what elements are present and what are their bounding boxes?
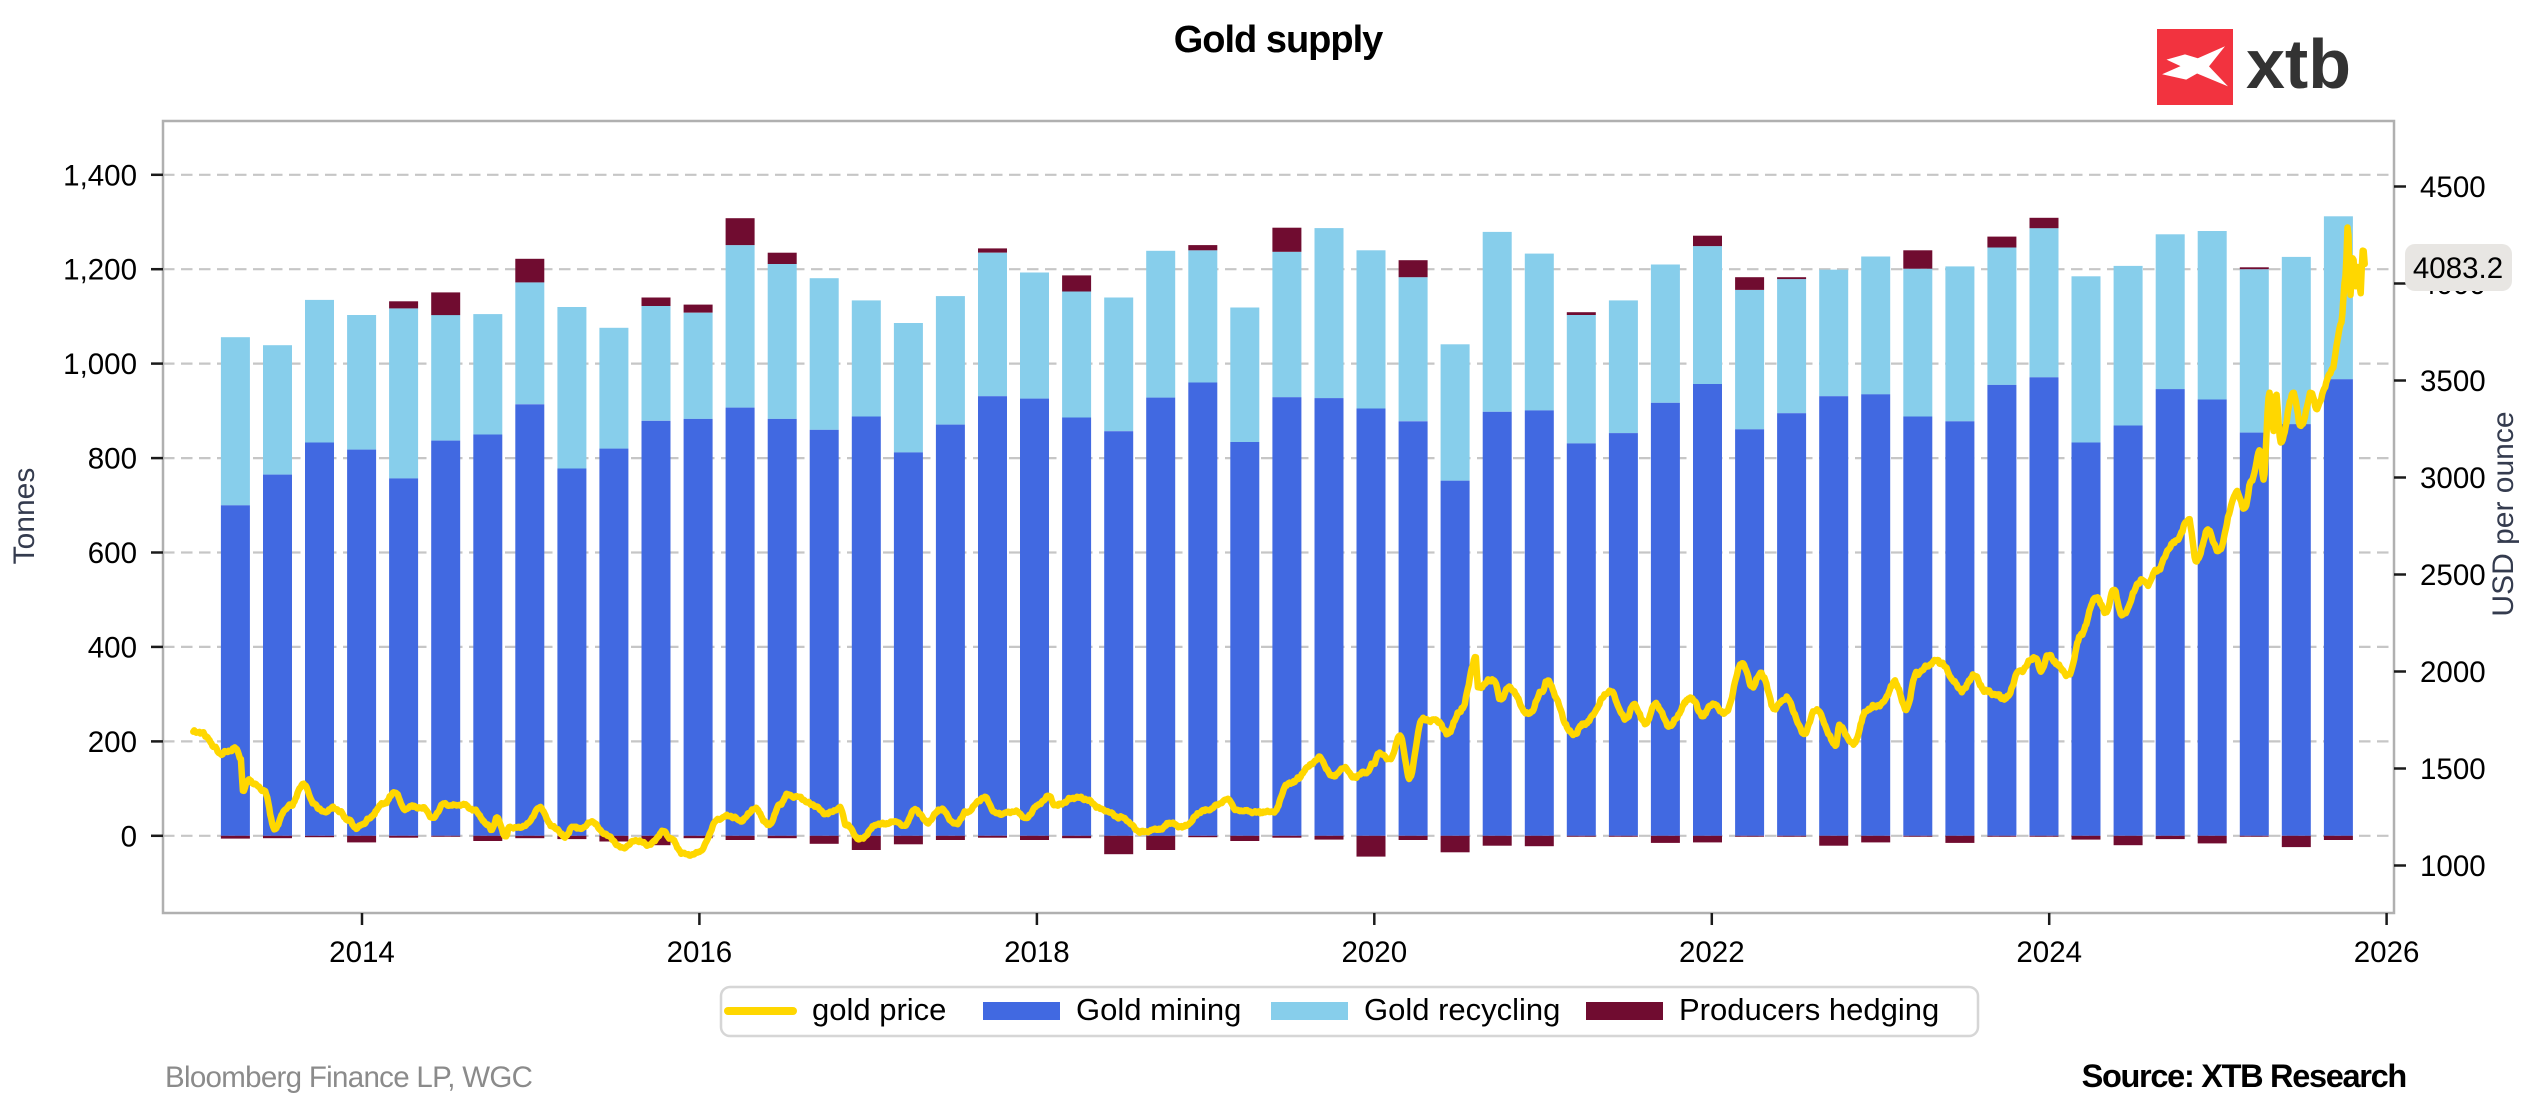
svg-text:Gold recycling: Gold recycling — [1364, 992, 1560, 1027]
svg-text:1500: 1500 — [2420, 753, 2486, 786]
svg-text:2016: 2016 — [667, 936, 733, 969]
svg-text:1000: 1000 — [2420, 850, 2486, 883]
svg-text:1,400: 1,400 — [63, 159, 137, 192]
svg-text:200: 200 — [88, 726, 137, 759]
svg-text:1,000: 1,000 — [63, 348, 137, 381]
svg-text:2020: 2020 — [1341, 936, 1407, 969]
svg-text:Bloomberg Finance LP, WGC: Bloomberg Finance LP, WGC — [165, 1061, 533, 1094]
svg-text:2026: 2026 — [2354, 936, 2420, 969]
svg-text:2022: 2022 — [1679, 936, 1745, 969]
svg-text:Source: XTB Research: Source: XTB Research — [2082, 1058, 2406, 1094]
svg-text:4500: 4500 — [2420, 171, 2486, 204]
svg-text:2024: 2024 — [2016, 936, 2082, 969]
svg-text:4083.2: 4083.2 — [2413, 252, 2503, 285]
svg-text:800: 800 — [88, 443, 137, 476]
svg-text:2018: 2018 — [1004, 936, 1070, 969]
svg-text:Producers hedging: Producers hedging — [1679, 992, 1939, 1027]
svg-text:2000: 2000 — [2420, 656, 2486, 689]
svg-text:3500: 3500 — [2420, 365, 2486, 398]
svg-text:1,200: 1,200 — [63, 254, 137, 287]
svg-text:600: 600 — [88, 537, 137, 570]
svg-text:Gold supply: Gold supply — [1174, 19, 1383, 61]
svg-text:USD per ounce: USD per ounce — [2487, 411, 2520, 616]
svg-text:Tonnes: Tonnes — [8, 468, 41, 565]
svg-text:400: 400 — [88, 631, 137, 664]
svg-text:gold price: gold price — [812, 992, 946, 1027]
svg-text:0: 0 — [121, 820, 137, 853]
svg-text:2500: 2500 — [2420, 559, 2486, 592]
svg-text:3000: 3000 — [2420, 462, 2486, 495]
svg-text:xtb: xtb — [2246, 25, 2351, 103]
svg-text:2014: 2014 — [329, 936, 395, 969]
svg-text:Gold mining: Gold mining — [1076, 992, 1241, 1027]
